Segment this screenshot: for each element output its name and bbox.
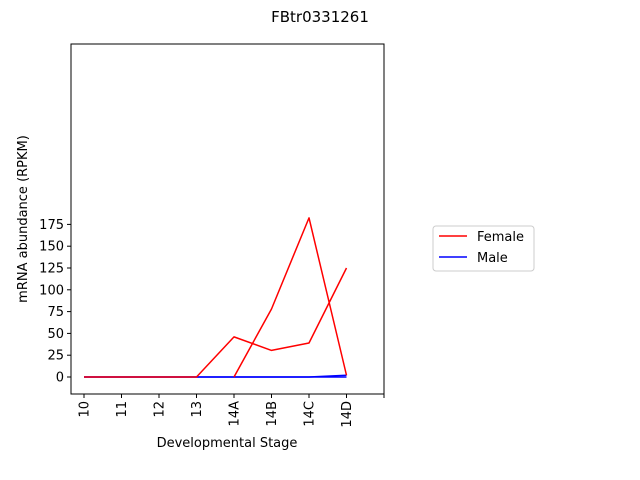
x-tick-label: 14B (265, 401, 280, 426)
y-axis-label: mRNA abundance (RPKM) (16, 135, 31, 303)
x-tick-label: 14C (303, 401, 318, 427)
x-axis-label: Developmental Stage (157, 436, 298, 451)
x-tick-label: 14D (340, 401, 355, 428)
series-line-female (233, 217, 348, 378)
y-tick-label: 100 (39, 283, 64, 298)
series-line-female (84, 267, 348, 378)
legend-male-label: Male (477, 251, 508, 266)
y-tick-label: 125 (39, 262, 64, 277)
y-tick-label: 25 (47, 349, 64, 364)
y-tick-label: 50 (47, 327, 64, 342)
y-tick-label: 75 (47, 305, 64, 320)
x-tick-label: 11 (115, 401, 130, 418)
plot-lines (84, 217, 348, 378)
legend: Female Male (432, 225, 535, 272)
y-tick-label: 0 (56, 371, 64, 386)
plot-frame (70, 43, 385, 395)
y-tick-label: 150 (39, 240, 64, 255)
x-tick-label: 14A (228, 401, 243, 427)
y-tick-label: 175 (39, 218, 64, 233)
chart-title: FBtr0331261 (271, 8, 369, 26)
x-tick-label: 10 (78, 401, 93, 418)
x-tick-label: 13 (190, 401, 205, 418)
y-axis: 0 25 50 75 100 125 150 175 (39, 218, 71, 386)
x-axis: 10 11 12 13 14A 14B 14C 14D (78, 394, 385, 428)
legend-box (432, 225, 535, 272)
x-tick-label: 12 (153, 401, 168, 418)
legend-female-label: Female (477, 230, 524, 245)
